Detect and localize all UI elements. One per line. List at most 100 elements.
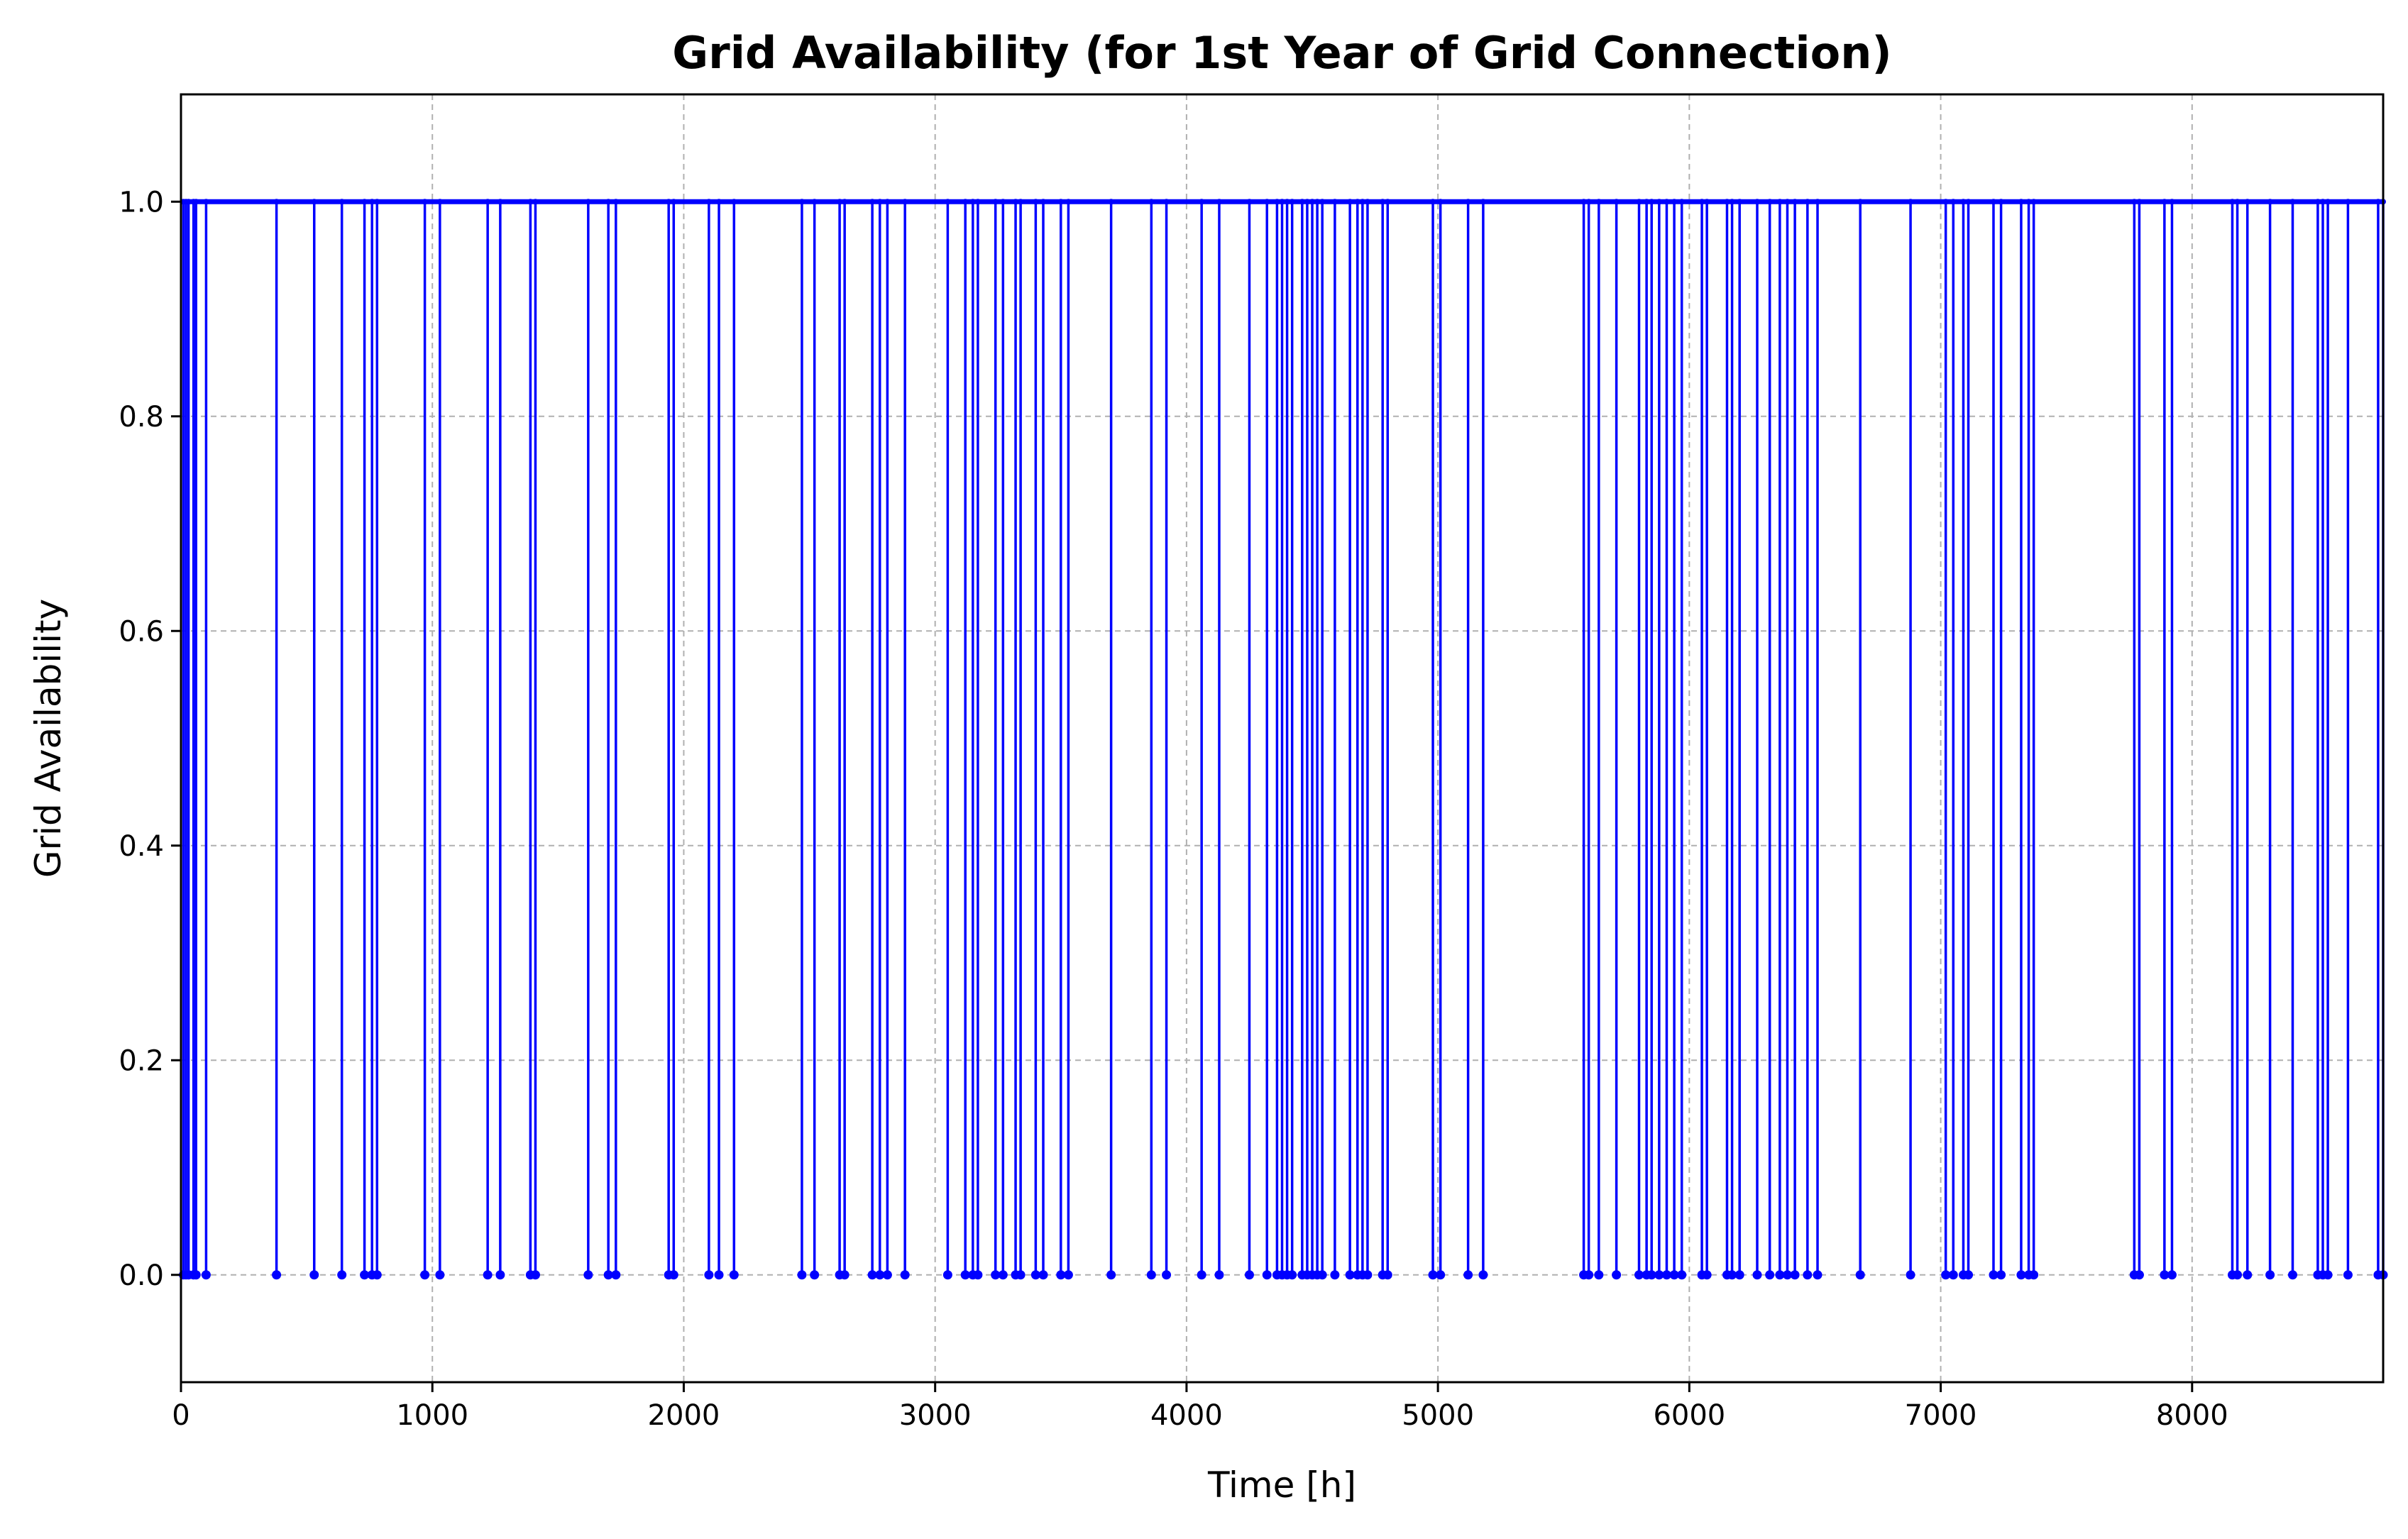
available-point (1163, 199, 1170, 205)
available-point (1814, 199, 1820, 205)
available-point (962, 199, 969, 205)
outage-point (1612, 1270, 1622, 1280)
outage-point (998, 1270, 1008, 1280)
outage-point (1287, 1270, 1297, 1280)
available-point (666, 199, 672, 205)
y-axis-ticks: 0.0 0.2 0.4 0.6 0.8 1.0 (119, 186, 181, 1292)
available-point (969, 199, 976, 205)
available-point (2025, 199, 2032, 205)
y-tick-label: 0.0 (119, 1259, 164, 1292)
outage-point (669, 1270, 678, 1280)
available-point (339, 199, 345, 205)
outage-point (1106, 1270, 1116, 1280)
available-point (605, 199, 612, 205)
outage-point (1989, 1270, 1999, 1280)
available-point (869, 199, 876, 205)
outage-point (2029, 1270, 2039, 1280)
outage-point (840, 1270, 850, 1280)
available-point (1737, 199, 1743, 205)
outage-point (1063, 1270, 1073, 1280)
x-tick-label: 7000 (1905, 1399, 1977, 1432)
outage-point (1752, 1270, 1762, 1280)
available-point (716, 199, 722, 205)
available-point (2319, 199, 2326, 205)
available-point (1729, 199, 1735, 205)
y-tick-label: 0.6 (119, 615, 164, 648)
outage-point (1775, 1270, 1785, 1280)
available-point (185, 199, 192, 205)
available-point (1724, 199, 1730, 205)
outage-point (2323, 1270, 2333, 1280)
available-point (731, 199, 737, 205)
y-tick-label: 1.0 (119, 186, 164, 219)
available-point (2131, 199, 2138, 205)
outage-point (1030, 1270, 1040, 1280)
outage-point (1996, 1270, 2006, 1280)
available-point (1766, 199, 1773, 205)
available-point (2018, 199, 2024, 205)
available-point (1437, 199, 1444, 205)
available-point (1304, 199, 1310, 205)
series-grid-availability (179, 199, 2388, 1280)
available-point (311, 199, 317, 205)
available-point (2267, 199, 2273, 205)
available-point (1040, 199, 1046, 205)
available-point (1347, 199, 1353, 205)
available-point (203, 199, 209, 205)
x-tick-label: 5000 (1402, 1399, 1474, 1432)
outage-point (714, 1270, 724, 1280)
outage-point (2016, 1270, 2026, 1280)
outage-point (960, 1270, 970, 1280)
available-point (2136, 199, 2143, 205)
outage-point (1855, 1270, 1865, 1280)
outage-point (2134, 1270, 2144, 1280)
outage-point (1790, 1270, 1800, 1280)
available-point (1699, 199, 1705, 205)
outage-point (2243, 1270, 2253, 1280)
available-point (1990, 199, 1996, 205)
available-point (497, 199, 503, 205)
available-point (1656, 199, 1662, 205)
outage-point (1262, 1270, 1272, 1280)
outage-point (1594, 1270, 1604, 1280)
available-point (612, 199, 619, 205)
outage-point (1162, 1270, 1172, 1280)
available-point (532, 199, 539, 205)
available-point (369, 199, 375, 205)
outage-point (1941, 1270, 1951, 1280)
available-point (2030, 199, 2037, 205)
outage-point (797, 1270, 807, 1280)
y-tick-label: 0.4 (119, 830, 164, 863)
available-point (1942, 199, 1949, 205)
plot-frame (180, 93, 2385, 1384)
outage-point (1214, 1270, 1224, 1280)
available-point (1430, 199, 1436, 205)
available-point (1057, 199, 1064, 205)
available-point (1033, 199, 1039, 205)
x-axis-label: Time [h] (1207, 1464, 1356, 1506)
available-point (1309, 199, 1316, 205)
outage-point (2233, 1270, 2243, 1280)
available-point (1792, 199, 1798, 205)
available-point (837, 199, 843, 205)
available-point (2229, 199, 2236, 205)
outage-point (942, 1270, 952, 1280)
available-point (1274, 199, 1280, 205)
available-point (1299, 199, 1305, 205)
outage-point (882, 1270, 892, 1280)
outage-point (1964, 1270, 1974, 1280)
available-point (374, 199, 380, 205)
available-point (1613, 199, 1620, 205)
available-point (2314, 199, 2321, 205)
available-point (1908, 199, 1914, 205)
available-point (1784, 199, 1791, 205)
outage-point (1906, 1270, 1915, 1280)
available-point (902, 199, 908, 205)
available-point (1664, 199, 1670, 205)
available-point (361, 199, 368, 205)
available-point (1331, 199, 1338, 205)
outage-point (704, 1270, 714, 1280)
outage-point (435, 1270, 445, 1280)
available-point (1354, 199, 1360, 205)
